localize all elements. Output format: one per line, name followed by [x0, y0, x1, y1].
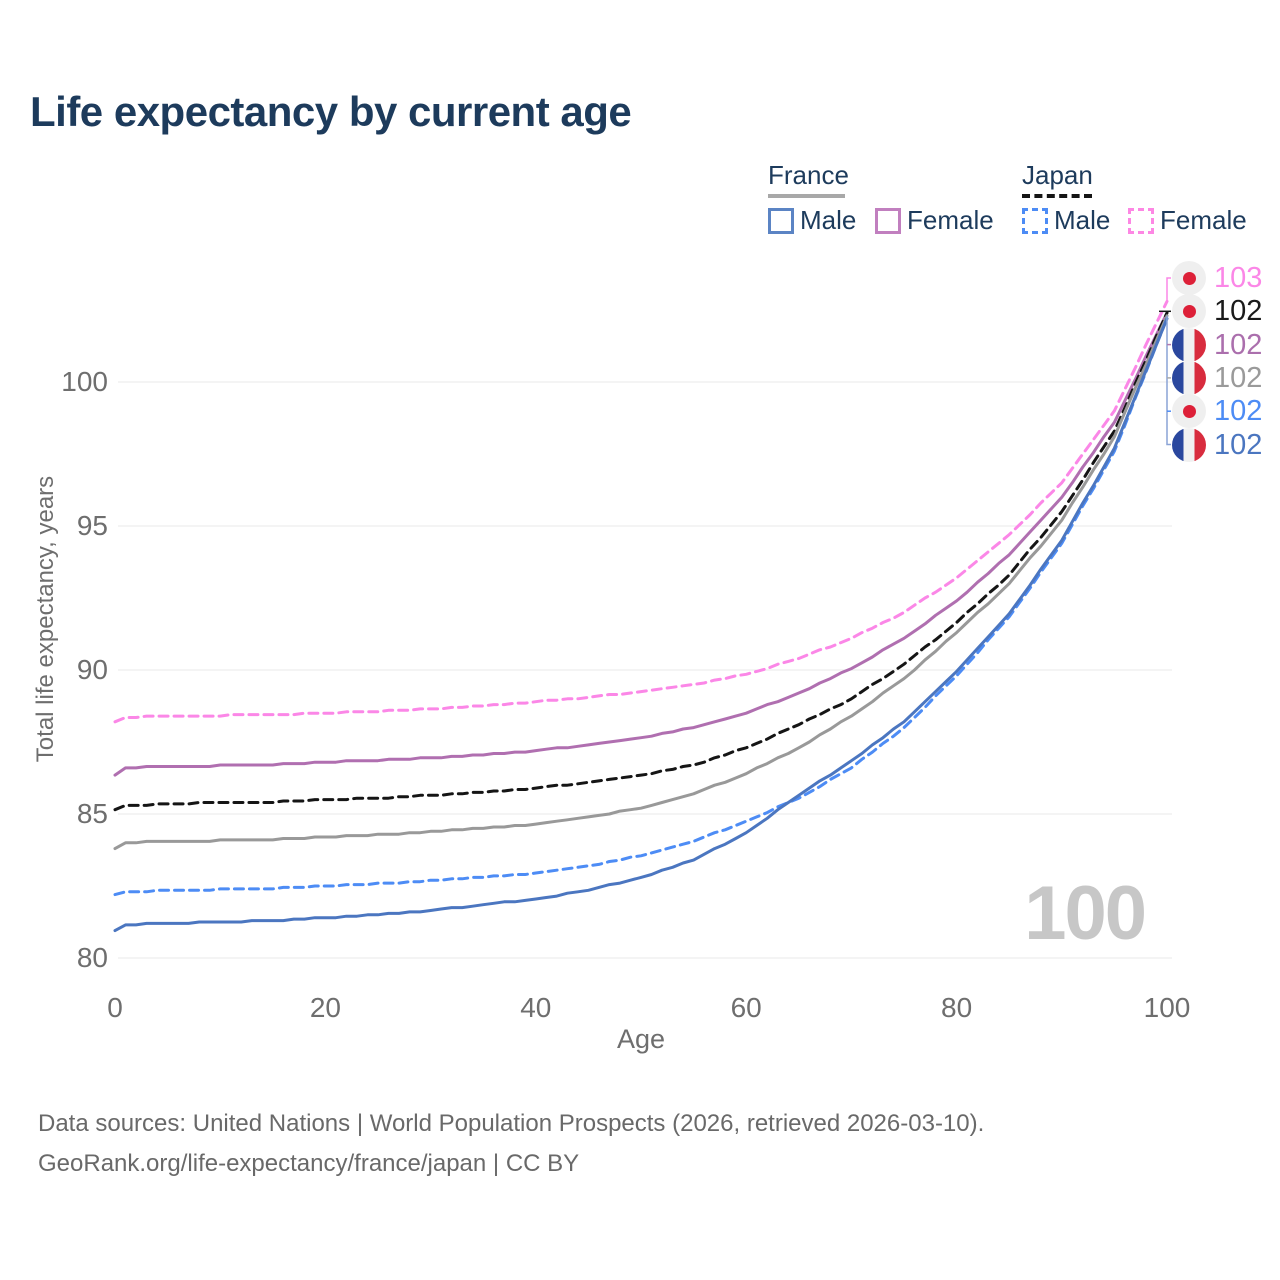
- x-tick-60: 60: [730, 992, 762, 1023]
- series-line-france-female[interactable]: [113, 311, 1169, 777]
- end-label-value: 102: [1214, 295, 1263, 328]
- end-label-value: 102: [1214, 395, 1263, 428]
- x-tick-80: 80: [941, 992, 973, 1023]
- series-line-france-total[interactable]: [113, 314, 1169, 851]
- page-title: Life expectancy by current age: [30, 88, 632, 135]
- source-line-1: Data sources: United Nations | World Pop…: [38, 1110, 985, 1137]
- japan-flag-icon: [1172, 294, 1206, 329]
- legend-japan-female-label: Female: [1160, 205, 1247, 235]
- y-tick-100: 100: [61, 366, 108, 397]
- legend-france-line-swatch: [768, 194, 845, 198]
- france-flag-icon: [1172, 360, 1206, 395]
- legend-japan-female[interactable]: Female: [1128, 205, 1247, 236]
- japan-flag-icon: [1172, 261, 1206, 295]
- legend-france-male[interactable]: Male: [768, 205, 856, 236]
- x-tick-40: 40: [520, 992, 552, 1023]
- end-label-france-male: 102: [1172, 427, 1263, 462]
- end-label-japan-male: 102: [1172, 394, 1263, 429]
- y-tick-95: 95: [76, 510, 108, 541]
- source-footer: Data sources: United Nations | World Pop…: [38, 1104, 984, 1184]
- source-line-2: GeoRank.org/life-expectancy/france/japan…: [38, 1150, 580, 1177]
- x-axis-title: Age: [616, 1024, 666, 1054]
- france-flag-icon: [1172, 327, 1206, 362]
- end-label-value: 102: [1214, 328, 1263, 361]
- series-line-japan-female[interactable]: [113, 299, 1169, 724]
- legend-france-female-label: Female: [907, 205, 994, 235]
- end-label-france-total: 102: [1172, 360, 1263, 395]
- france-flag-icon: [1172, 427, 1206, 462]
- end-label-japan-female: 103: [1172, 261, 1262, 295]
- france-male-swatch-icon: [768, 207, 794, 234]
- legend-japan-line-swatch: [1022, 194, 1092, 198]
- legend-japan-male[interactable]: Male: [1022, 205, 1110, 236]
- x-tick-0: 0: [107, 992, 123, 1023]
- leader-japan-female: [1166, 277, 1171, 302]
- y-tick-80: 80: [76, 942, 108, 973]
- end-label-value: 102: [1214, 428, 1263, 461]
- x-tick-20: 20: [309, 992, 341, 1023]
- series-line-japan-male[interactable]: [113, 317, 1169, 897]
- legend-france-female[interactable]: Female: [875, 205, 994, 236]
- leader-spine: [1166, 315, 1171, 446]
- end-label-value: 103: [1214, 262, 1263, 294]
- france-female-swatch-icon: [875, 207, 901, 234]
- legend-france-male-label: Male: [800, 205, 857, 235]
- age-counter-watermark: 100: [1024, 871, 1147, 956]
- end-label-value: 102: [1214, 361, 1263, 394]
- x-tick-100: 100: [1143, 992, 1191, 1023]
- japan-male-swatch-icon: [1022, 207, 1048, 234]
- end-label-france-female: 102: [1172, 327, 1263, 362]
- legend-japan-title: Japan: [1022, 160, 1093, 190]
- legend-france-title: France: [768, 160, 849, 190]
- series-line-japan-total[interactable]: [113, 311, 1169, 812]
- end-label-japan-total: 102: [1172, 294, 1263, 329]
- y-tick-90: 90: [76, 654, 108, 685]
- y-tick-85: 85: [76, 798, 108, 829]
- japan-flag-icon: [1172, 394, 1206, 429]
- legend-japan-male-label: Male: [1054, 205, 1111, 235]
- series-line-france-male[interactable]: [113, 317, 1169, 933]
- japan-female-swatch-icon: [1128, 207, 1154, 234]
